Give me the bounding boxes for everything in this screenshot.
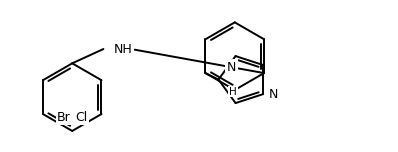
Text: Br: Br (57, 111, 71, 124)
Text: H: H (229, 87, 237, 97)
Text: Cl: Cl (75, 111, 87, 124)
Text: NH: NH (113, 43, 132, 56)
Text: N: N (227, 61, 236, 74)
Text: N: N (268, 88, 278, 101)
